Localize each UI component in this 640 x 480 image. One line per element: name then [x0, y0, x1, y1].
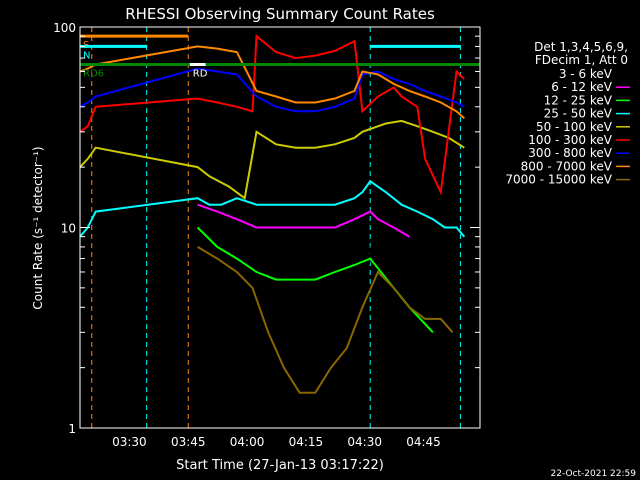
series-line-3 [79, 179, 466, 238]
flag-label-1: N [83, 50, 90, 61]
series-line-6 [79, 67, 465, 113]
x-tick-label-04:45: 04:45 [406, 435, 441, 449]
x-tick-label-04:30: 04:30 [347, 435, 382, 449]
legend-title-line-1: Det 1,3,4,5,6,9, [534, 40, 628, 54]
plot-area: SNRD6RD11010003:3003:4504:0004:1504:3004… [53, 21, 481, 449]
flag-label-2: RD6 [83, 69, 104, 80]
series-line-1 [197, 203, 410, 238]
footer-timestamp: 22-Oct-2021 22:59 [551, 469, 637, 479]
x-tick-label-03:30: 03:30 [112, 435, 147, 449]
legend-label-5: 100 - 300 keV [528, 133, 612, 147]
legend-label-2: 12 - 25 keV [544, 93, 613, 107]
y-tick-label-1: 1 [68, 422, 76, 436]
legend-label-3: 25 - 50 keV [544, 107, 613, 121]
chart-title: RHESSI Observing Summary Count Rates [125, 5, 435, 23]
legend-title-line-2: FDecim 1, Att 0 [535, 53, 628, 67]
series-line-4 [79, 119, 465, 200]
flag-label-3: RD [193, 69, 208, 80]
legend: Det 1,3,4,5,6,9, FDecim 1, Att 0 3 - 6 k… [505, 40, 630, 187]
y-axis-label: Count Rate (s⁻¹ detector⁻¹) [31, 146, 45, 309]
legend-label-7: 800 - 7000 keV [521, 159, 613, 173]
series-line-8 [197, 246, 454, 394]
y-tick-label-10: 10 [61, 222, 76, 236]
y-tick-label-100: 100 [53, 21, 76, 35]
legend-label-4: 50 - 100 keV [536, 120, 613, 134]
series-line-5 [79, 34, 465, 196]
legend-label-1: 6 - 12 keV [551, 80, 613, 94]
legend-label-6: 300 - 800 keV [528, 146, 612, 160]
legend-label-8: 7000 - 15000 keV [505, 173, 612, 187]
legend-label-0: 3 - 6 keV [559, 67, 613, 81]
series-line-0 [197, 70, 462, 369]
x-tick-label-04:15: 04:15 [289, 435, 324, 449]
series-line-7 [79, 45, 465, 120]
x-tick-label-04:00: 04:00 [230, 435, 265, 449]
x-tick-label-03:45: 03:45 [171, 435, 206, 449]
x-axis-label: Start Time (27-Jan-13 03:17:22) [176, 458, 384, 473]
